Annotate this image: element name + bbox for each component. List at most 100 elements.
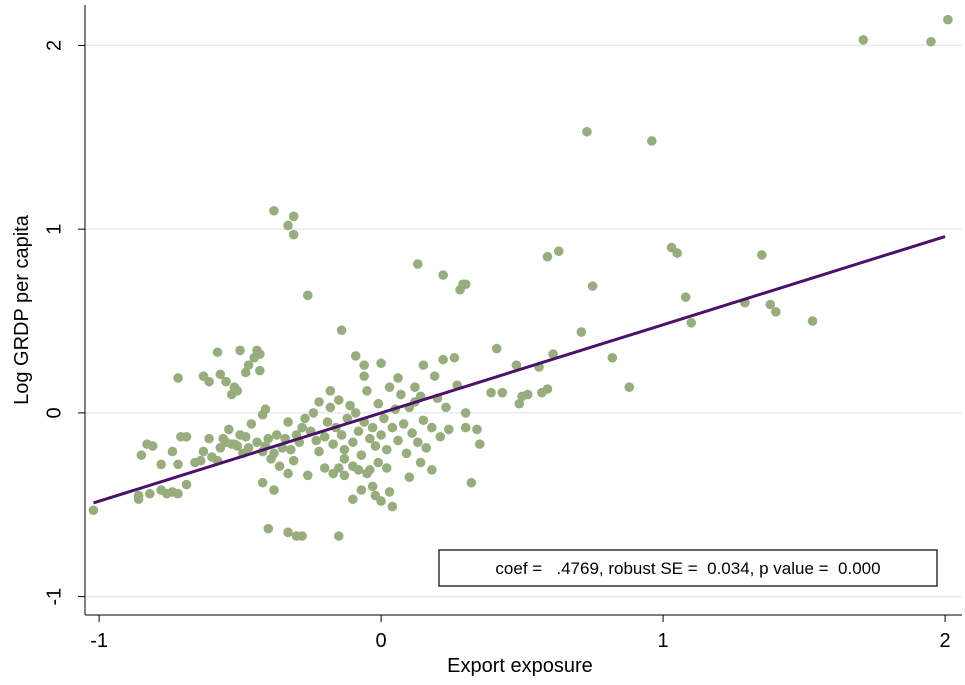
point (302, 470, 313, 481)
point (325, 386, 336, 396)
point (491, 343, 502, 354)
point (427, 422, 437, 433)
x-tick-label: 2 (940, 630, 951, 652)
point (350, 351, 361, 361)
point (215, 369, 226, 380)
point (356, 450, 367, 460)
point (438, 354, 448, 365)
point (376, 496, 386, 506)
point (336, 325, 347, 336)
point (204, 376, 214, 387)
point (367, 422, 378, 433)
point (336, 430, 347, 440)
point (333, 395, 344, 405)
point (582, 126, 592, 137)
point (365, 465, 375, 475)
point (466, 477, 477, 488)
point (269, 205, 279, 216)
point (765, 299, 776, 310)
point (274, 461, 285, 471)
point (376, 430, 386, 440)
point (429, 371, 440, 381)
point (672, 248, 682, 258)
point (443, 424, 454, 435)
point (373, 398, 384, 409)
point (396, 389, 406, 400)
point (410, 382, 420, 392)
point (243, 443, 254, 453)
point (398, 419, 409, 429)
point (246, 419, 257, 429)
point (173, 488, 183, 499)
point (384, 382, 395, 392)
point (449, 352, 460, 363)
y-tick-label: 1 (43, 224, 65, 235)
point (88, 505, 99, 516)
point (288, 211, 299, 222)
y-tick-label: 0 (43, 407, 65, 418)
point (943, 14, 953, 25)
annotation-box (438, 549, 938, 587)
point (314, 446, 324, 457)
point (647, 136, 657, 146)
point (240, 431, 251, 442)
point (147, 441, 158, 451)
point (339, 444, 350, 455)
point (542, 384, 553, 394)
point (319, 463, 330, 473)
point (474, 439, 485, 449)
point (195, 455, 206, 466)
point (271, 430, 282, 440)
point (415, 457, 426, 468)
point (156, 459, 166, 470)
point (297, 422, 307, 433)
point (255, 365, 265, 376)
point (240, 367, 251, 378)
point (302, 290, 313, 301)
point (243, 360, 254, 370)
point (328, 439, 338, 449)
point (263, 433, 274, 444)
point (926, 36, 936, 47)
point (288, 455, 299, 466)
point (418, 360, 429, 370)
point (680, 292, 691, 302)
point (300, 413, 310, 424)
point (367, 481, 378, 492)
point (365, 433, 375, 444)
point (350, 408, 361, 418)
point (514, 398, 525, 409)
point (311, 435, 322, 446)
point (418, 415, 429, 426)
point (381, 463, 392, 473)
point (387, 422, 398, 433)
point (576, 327, 587, 337)
point (204, 433, 214, 444)
point (167, 446, 178, 457)
x-tick-label: 1 (658, 630, 669, 652)
point (348, 437, 358, 448)
point (232, 441, 243, 451)
point (288, 229, 299, 240)
point (376, 358, 386, 369)
point (771, 307, 781, 317)
point (381, 444, 392, 455)
point (421, 443, 432, 453)
point (756, 250, 767, 260)
point (359, 360, 369, 370)
point (548, 349, 558, 359)
point (212, 347, 223, 358)
point (269, 485, 279, 495)
point (393, 435, 403, 446)
y-tick-label: -1 (43, 588, 65, 606)
point (339, 454, 350, 464)
point (283, 220, 293, 231)
point (401, 448, 412, 459)
point (511, 360, 522, 370)
x-axis-label: Export exposure (447, 655, 593, 677)
point (286, 444, 296, 455)
point (173, 459, 183, 470)
point (232, 386, 243, 396)
